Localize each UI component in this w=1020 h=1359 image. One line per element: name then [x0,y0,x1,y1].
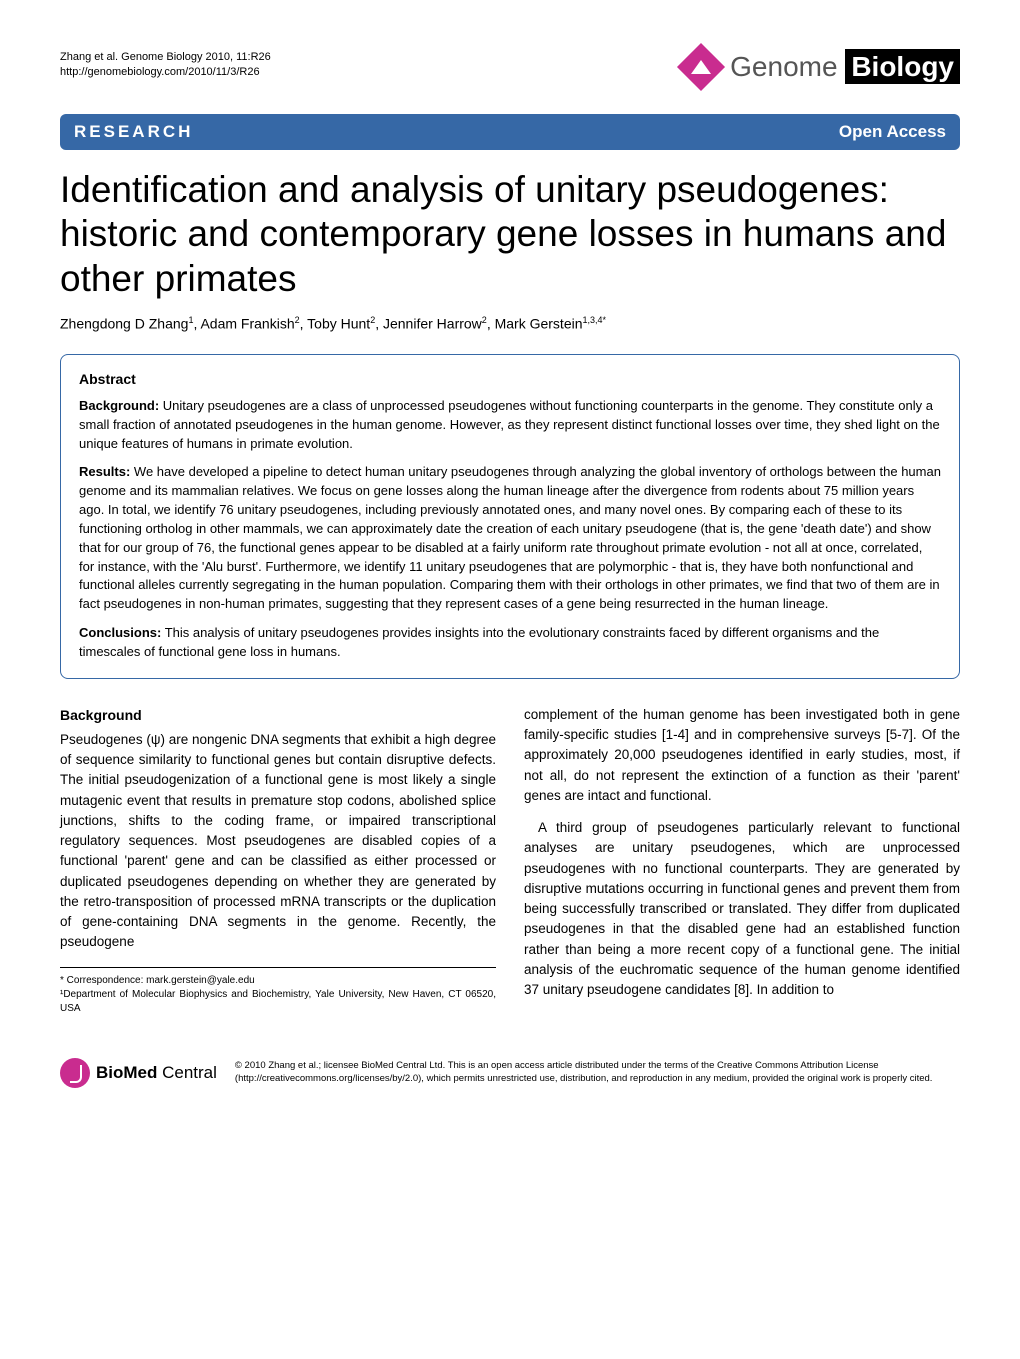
logo-icon [677,43,725,91]
left-para-1: Pseudogenes (ψ) are nongenic DNA segment… [60,730,496,953]
abstract-background-label: Background: [79,398,159,413]
article-title: Identification and analysis of unitary p… [60,168,960,301]
header-row: Zhang et al. Genome Biology 2010, 11:R26… [60,50,960,84]
article-type-banner: RESEARCH Open Access [60,114,960,150]
right-para-1: complement of the human genome has been … [524,705,960,806]
bmc-logo-text: BioMed Central [96,1063,217,1083]
abstract-background-text: Unitary pseudogenes are a class of unpro… [79,398,940,451]
citation-line-1: Zhang et al. Genome Biology 2010, 11:R26 [60,50,271,65]
correspondence-line: * Correspondence: mark.gerstein@yale.edu [60,974,496,988]
footer-row: BioMed Central © 2010 Zhang et al.; lice… [60,1046,960,1088]
banner-article-type: RESEARCH [74,122,193,142]
abstract-results: Results: We have developed a pipeline to… [79,463,941,614]
abstract-box: Abstract Background: Unitary pseudogenes… [60,354,960,679]
right-para-2: A third group of pseudogenes particularl… [524,818,960,1000]
abstract-background: Background: Unitary pseudogenes are a cl… [79,397,941,454]
bmc-text-bold: BioMed [96,1063,162,1082]
logo-text: Genome Biology [730,51,960,83]
left-column: Background Pseudogenes (ψ) are nongenic … [60,705,496,1016]
abstract-conclusions-text: This analysis of unitary pseudogenes pro… [79,625,879,659]
abstract-conclusions-label: Conclusions: [79,625,161,640]
abstract-heading: Abstract [79,371,941,387]
biomed-central-logo: BioMed Central [60,1058,217,1088]
logo-text-plain: Genome [730,51,845,82]
author-list: Zhengdong D Zhang1, Adam Frankish2, Toby… [60,315,960,332]
citation-line-2: http://genomebiology.com/2010/11/3/R26 [60,65,271,80]
journal-logo: Genome Biology [684,50,960,84]
affiliation-line: ¹Department of Molecular Biophysics and … [60,988,496,1016]
body-columns: Background Pseudogenes (ψ) are nongenic … [60,705,960,1016]
bmc-logo-icon [60,1058,90,1088]
license-text: © 2010 Zhang et al.; licensee BioMed Cen… [235,1060,960,1086]
abstract-results-text: We have developed a pipeline to detect h… [79,464,941,611]
right-column: complement of the human genome has been … [524,705,960,1016]
footnotes-block: * Correspondence: mark.gerstein@yale.edu… [60,967,496,1016]
abstract-conclusions: Conclusions: This analysis of unitary ps… [79,624,941,662]
citation-block: Zhang et al. Genome Biology 2010, 11:R26… [60,50,271,81]
page-container: Zhang et al. Genome Biology 2010, 11:R26… [0,0,1020,1128]
logo-text-bold: Biology [845,49,960,84]
background-heading: Background [60,705,496,726]
abstract-results-label: Results: [79,464,130,479]
banner-open-access: Open Access [839,122,946,142]
bmc-text-plain: Central [162,1063,217,1082]
